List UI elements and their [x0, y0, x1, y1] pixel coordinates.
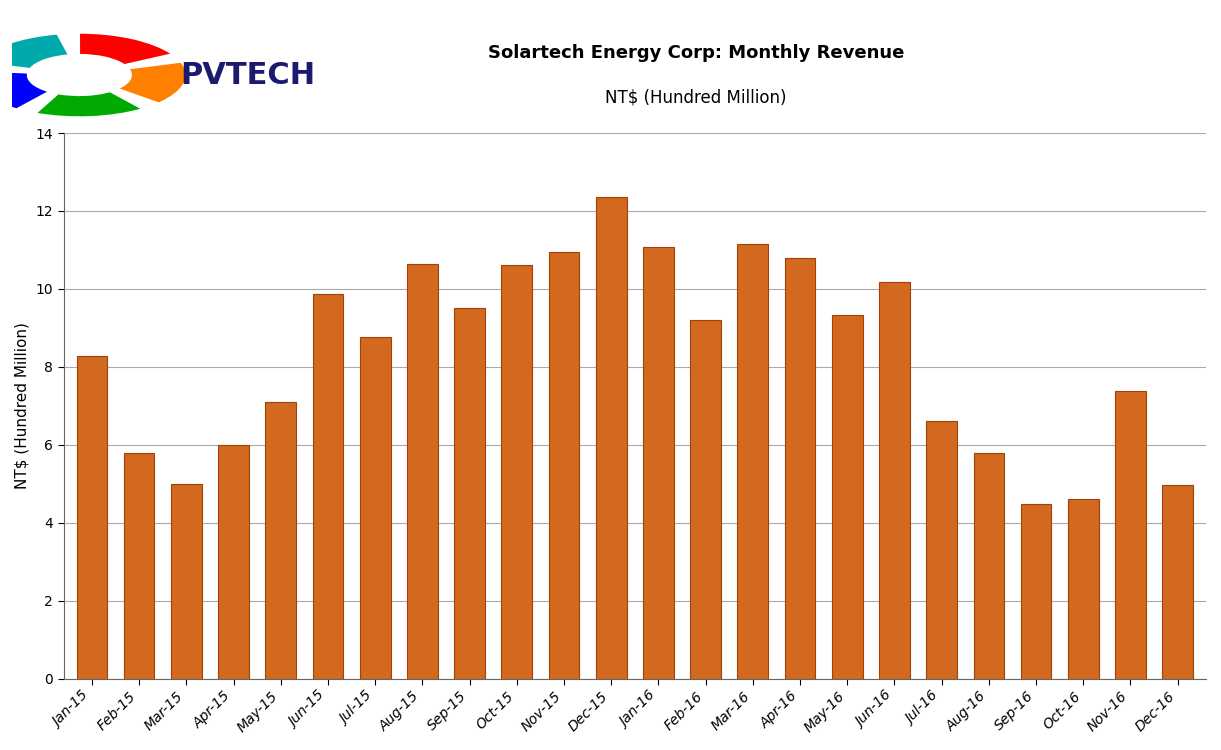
Bar: [1162, 484, 1193, 679]
Bar: [832, 316, 862, 679]
Bar: [360, 338, 391, 679]
Bar: [973, 452, 1004, 679]
Bar: [690, 320, 720, 679]
Bar: [123, 452, 155, 679]
Bar: [1021, 504, 1051, 679]
Text: PVTECH: PVTECH: [181, 61, 315, 89]
Bar: [454, 308, 485, 679]
Bar: [313, 294, 343, 679]
Wedge shape: [0, 70, 49, 109]
Wedge shape: [118, 62, 186, 103]
Bar: [548, 252, 579, 679]
Bar: [643, 248, 674, 679]
Bar: [927, 421, 957, 679]
Bar: [596, 197, 626, 679]
Bar: [879, 282, 910, 679]
Bar: [407, 264, 437, 679]
Text: Solartech Energy Corp: Monthly Revenue: Solartech Energy Corp: Monthly Revenue: [487, 44, 905, 62]
Bar: [171, 484, 201, 679]
Bar: [219, 445, 249, 679]
Bar: [502, 265, 532, 679]
Y-axis label: NT$ (Hundred Million): NT$ (Hundred Million): [15, 322, 31, 489]
Bar: [785, 259, 816, 679]
Text: NT$ (Hundred Million): NT$ (Hundred Million): [606, 88, 786, 106]
Bar: [77, 356, 107, 679]
Wedge shape: [79, 33, 172, 64]
Wedge shape: [0, 34, 68, 69]
Wedge shape: [35, 92, 142, 117]
Bar: [1115, 392, 1145, 679]
Bar: [1068, 500, 1099, 679]
Bar: [265, 402, 295, 679]
Bar: [737, 244, 768, 679]
